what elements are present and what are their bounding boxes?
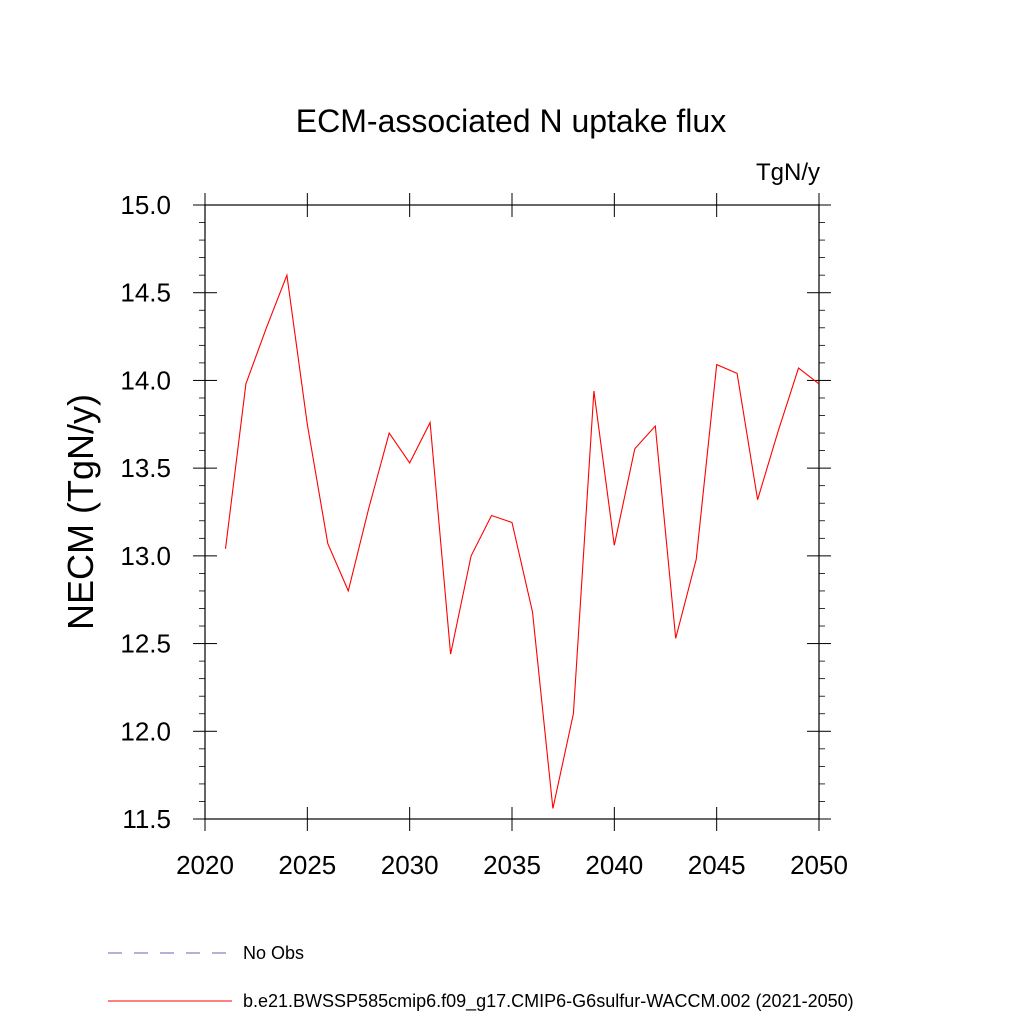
y-axis-label: NECM (TgN/y)	[60, 394, 101, 630]
axis-ticks	[193, 193, 831, 831]
y-tick-label: 13.5	[120, 453, 171, 483]
plot-frame	[204, 204, 820, 820]
chart-title: ECM-associated N uptake flux	[296, 103, 726, 139]
y-tick-label: 15.0	[120, 190, 171, 220]
legend: No Obs b.e21.BWSSP585cmip6.f09_g17.CMIP6…	[108, 943, 854, 1012]
y-tick-label: 13.0	[120, 541, 171, 571]
x-tick-label: 2050	[790, 850, 848, 880]
series-layer	[224, 273, 820, 809]
x-tick-label: 2020	[176, 850, 234, 880]
x-tick-label: 2030	[381, 850, 439, 880]
y-tick-label: 12.5	[120, 629, 171, 659]
legend-label-no-obs: No Obs	[243, 943, 304, 963]
x-tick-label: 2045	[688, 850, 746, 880]
y-tick-label: 11.5	[122, 804, 171, 834]
y-tick-label: 12.0	[120, 716, 171, 746]
y-tick-label: 14.0	[120, 365, 171, 395]
series-line-0	[224, 273, 820, 809]
x-tick-label: 2035	[483, 850, 541, 880]
x-tick-label: 2040	[585, 850, 643, 880]
units-label: TgN/y	[756, 159, 820, 186]
legend-label-model: b.e21.BWSSP585cmip6.f09_g17.CMIP6-G6sulf…	[243, 991, 854, 1012]
x-tick-label: 2025	[278, 850, 336, 880]
y-tick-label: 14.5	[120, 278, 171, 308]
tick-labels: 2020 2025 2030 2035 2040 2045 2050 11.5 12.0 12.5…	[120, 190, 848, 880]
